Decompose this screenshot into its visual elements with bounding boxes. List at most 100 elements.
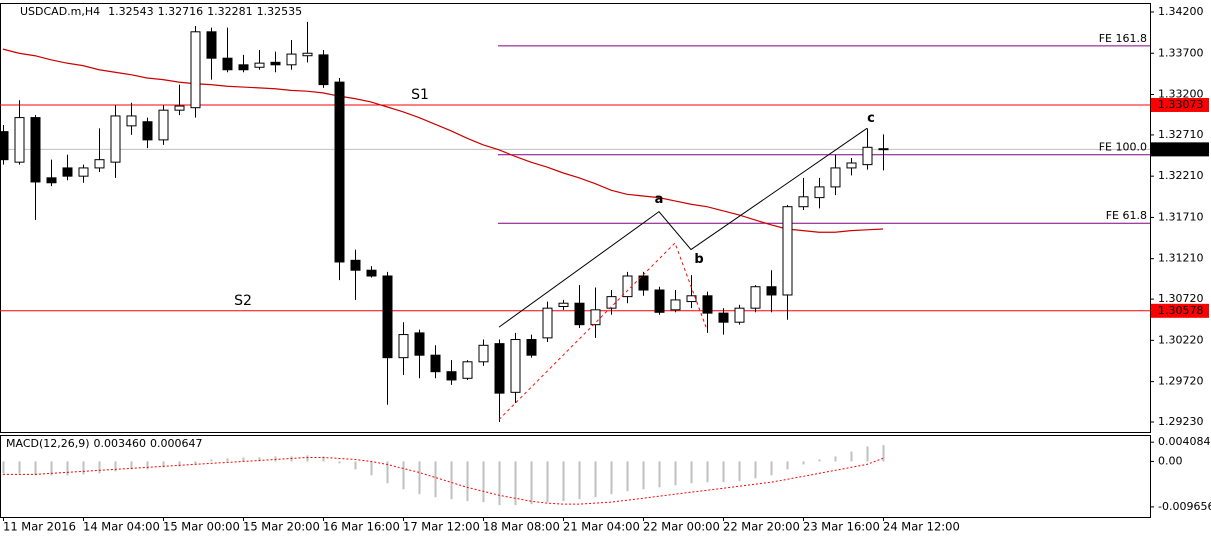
candle-body: [622, 275, 633, 298]
candle-body: [510, 339, 521, 393]
candle-body: [398, 334, 409, 359]
wave-path: [498, 127, 868, 328]
level-label: S2: [234, 293, 252, 309]
candle-body: [590, 309, 601, 326]
candle-body: [494, 343, 505, 394]
x-tick-label: 17 Mar 12:00: [403, 520, 480, 534]
candle-body: [78, 167, 89, 177]
level-label: FE 61.8: [1106, 209, 1147, 222]
x-tick-label: 21 Mar 04:00: [563, 520, 640, 534]
macd-header: MACD(12,26,9) 0.003460 0.000647: [6, 437, 203, 450]
candle-body: [478, 344, 489, 363]
candle-body: [654, 289, 665, 313]
candle-body: [718, 312, 729, 323]
y2-tick-label: 0.004084: [1158, 435, 1211, 448]
x-tick-label: 18 Mar 08:00: [483, 520, 560, 534]
y-tick-label: 1.33700: [1158, 46, 1204, 59]
candle-body: [14, 117, 25, 163]
level-label: S1: [411, 87, 429, 103]
candle-body: [702, 295, 713, 314]
candle-body: [638, 275, 649, 291]
wave-label: b: [694, 252, 703, 267]
y-tick-label: 1.32710: [1158, 128, 1204, 141]
price-tag: [1151, 303, 1209, 318]
candle-body: [558, 302, 569, 308]
macd-panel: [0, 435, 1151, 518]
candle-body: [782, 206, 793, 296]
candle-body: [414, 332, 425, 356]
candle-body: [62, 167, 73, 177]
x-tick-label: 14 Mar 04:00: [83, 520, 160, 534]
y-tick-label: 1.31710: [1158, 210, 1204, 223]
candle-body: [670, 299, 681, 311]
open-readout: 1.32543: [108, 5, 154, 18]
candle-body: [350, 259, 361, 271]
x-tick-label: 15 Mar 20:00: [243, 520, 320, 534]
candle-body: [430, 354, 441, 373]
candle-body: [542, 307, 553, 339]
candle-body: [46, 177, 57, 184]
candle-body: [94, 159, 105, 169]
candle-body: [750, 286, 761, 309]
level-label: FE 100.0: [1099, 141, 1147, 154]
high-readout: 1.32716: [158, 5, 204, 18]
candle-body: [318, 54, 329, 86]
macd-title: MACD(12,26,9): [6, 437, 90, 450]
price-panel: [0, 3, 1151, 433]
candle-body: [734, 307, 745, 323]
level-label: FE 161.8: [1099, 32, 1147, 45]
header: USDCAD.m,H4 1.32543 1.32716 1.32281 1.32535: [20, 5, 302, 18]
price-tag-label: 1.30578: [1158, 304, 1204, 317]
candle-body: [254, 62, 265, 68]
candle-body: [862, 146, 873, 166]
candle-body: [814, 186, 825, 199]
candle-body: [0, 131, 9, 161]
candle-body: [382, 275, 393, 359]
candle-body: [526, 339, 537, 356]
candle-body: [846, 162, 857, 169]
wave-label: a: [655, 192, 664, 207]
y-tick-label: 1.30720: [1158, 292, 1204, 305]
candle-body: [302, 52, 313, 57]
y-tick-label: 1.32210: [1158, 169, 1204, 182]
x-tick-label: 22 Mar 20:00: [723, 520, 800, 534]
candle-body: [30, 117, 41, 183]
candle-body: [606, 296, 617, 309]
macd-readout: 0.003460: [94, 437, 147, 450]
x-tick-label: 16 Mar 16:00: [323, 520, 400, 534]
candle-body: [462, 361, 473, 379]
price-tag: [1151, 142, 1209, 157]
candle-body: [174, 105, 185, 111]
x-tick-label: 15 Mar 00:00: [163, 520, 240, 534]
candle-body: [270, 61, 281, 66]
price-tag-label: 1.32535: [1158, 142, 1204, 155]
y2-tick-label: 0.00: [1158, 454, 1183, 467]
wave-label: c: [867, 111, 875, 126]
candle-body: [334, 81, 345, 263]
x-tick-label: 23 Mar 16:00: [803, 520, 880, 534]
candle-body: [830, 167, 841, 188]
price-tag: [1151, 97, 1209, 112]
candle-body: [126, 115, 137, 127]
x-tick-label: 11 Mar 2016: [3, 520, 76, 534]
candle-body: [190, 31, 201, 109]
candle-body: [366, 269, 377, 277]
moving-average: [2, 48, 884, 233]
low-readout: 1.32281: [207, 5, 253, 18]
y-tick-label: 1.33200: [1158, 88, 1204, 101]
candle-body: [286, 53, 297, 66]
y-tick-label: 1.30220: [1158, 333, 1204, 346]
candle-body: [878, 148, 889, 151]
y-tick-label: 1.31210: [1158, 252, 1204, 265]
y-tick-label: 1.29720: [1158, 375, 1204, 388]
candle-body: [222, 57, 233, 71]
signal-readout: 0.000647: [150, 437, 203, 450]
y2-tick-label: -0.009656: [1158, 500, 1211, 513]
candle-body: [766, 286, 777, 296]
price-tag-label: 1.33073: [1158, 98, 1204, 111]
symbol: USDCAD.m,H4: [20, 5, 100, 18]
candle-body: [798, 196, 809, 208]
candle-body: [574, 302, 585, 326]
candle-body: [142, 121, 153, 141]
